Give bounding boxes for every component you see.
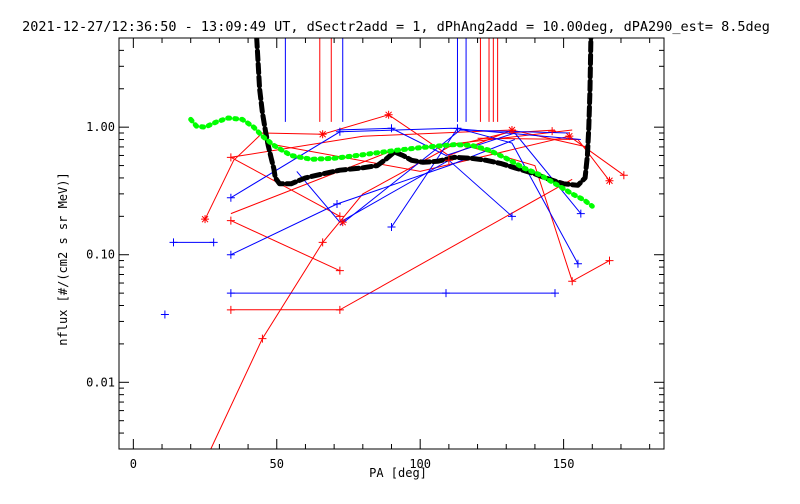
red-plus-marker [335,305,344,314]
red-plus-marker [226,153,235,162]
red-plus-marker [318,238,327,247]
red-plus-marker [335,212,344,221]
red-plus-marker [568,277,577,286]
blue-plus-marker [453,124,462,133]
blue-plus-marker [387,124,396,133]
blue-series-line [230,139,515,256]
y-tick-label: 1.00 [86,120,115,134]
chart-title: 2021-12-27/12:36:50 - 13:09:49 UT, dSect… [22,19,770,35]
red-plus-marker [335,266,344,275]
x-tick-label: 50 [270,457,284,471]
blue-plus-marker [335,127,344,136]
red-plus-marker [258,334,267,343]
red-plus-marker [548,127,557,136]
red-series-line [210,129,556,449]
red-plus-marker [444,156,453,165]
blue-series-line [296,159,513,223]
red-plus-marker [605,256,614,265]
x-tick-label: 150 [553,457,575,471]
y-tick-label: 0.10 [86,248,115,262]
blue-plus-marker [442,289,450,298]
y-tick-label: 0.01 [86,375,115,389]
blue-plus-marker [226,193,235,202]
red-series-line [204,114,587,220]
red-plus-marker [619,171,628,180]
plot-frame [118,37,665,450]
x-tick-label: 100 [409,457,431,471]
red-star-marker [384,110,393,119]
red-star-marker [605,176,614,185]
plot-area [160,38,628,449]
blue-plus-marker [576,209,585,218]
black-dashed-curve [254,38,594,188]
blue-plus-marker [209,238,218,247]
red-star-marker [201,215,210,224]
axes: 0 50 100 150 0.01 0.10 1.00 [86,37,665,471]
blue-series-line [339,129,570,226]
green-dotted-curve [188,115,595,209]
y-axis-label: nflux [#/(cm2 s sr MeV)] [56,172,70,345]
blue-plus-marker [160,310,169,319]
red-series-line [230,220,341,272]
blue-plus-marker [333,199,341,208]
red-plus-marker [226,216,235,225]
red-star-marker [338,218,347,227]
red-star-marker [507,126,516,135]
blue-plus-marker [551,289,559,298]
red-plus-marker [226,305,235,314]
red-series-line [230,129,513,158]
red-star-marker [565,132,574,141]
blue-plus-marker [573,259,582,268]
blue-plus-marker [169,238,178,247]
x-axis-label: PA [deg] [369,466,427,480]
blue-plus-marker [387,222,396,231]
red-series-line [230,156,341,217]
blue-series-line [336,127,582,214]
blue-plus-marker [507,212,516,221]
blue-plus-marker [226,250,235,259]
blue-plus-marker [226,289,235,298]
red-star-marker [318,130,327,139]
x-tick-label: 0 [130,457,137,471]
blue-series-line [391,127,579,264]
